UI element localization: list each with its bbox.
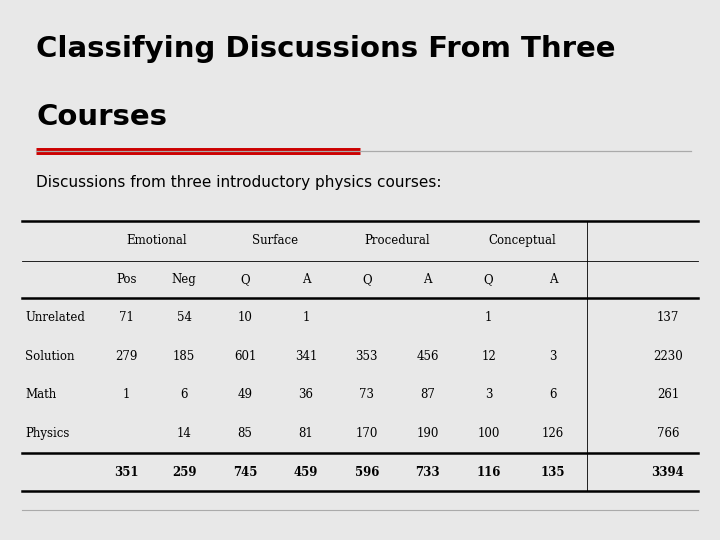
Text: 137: 137 bbox=[657, 311, 679, 324]
Text: 279: 279 bbox=[115, 349, 138, 363]
Text: 3394: 3394 bbox=[652, 465, 684, 478]
Text: 6: 6 bbox=[180, 388, 188, 401]
Text: 3: 3 bbox=[485, 388, 492, 401]
Text: 733: 733 bbox=[415, 465, 440, 478]
Text: Procedural: Procedural bbox=[364, 234, 430, 247]
Text: 190: 190 bbox=[416, 427, 439, 440]
Text: 71: 71 bbox=[119, 311, 134, 324]
Text: 14: 14 bbox=[176, 427, 192, 440]
Text: 126: 126 bbox=[541, 427, 564, 440]
Text: 1: 1 bbox=[302, 311, 310, 324]
Text: 49: 49 bbox=[238, 388, 253, 401]
Text: 54: 54 bbox=[176, 311, 192, 324]
Text: Courses: Courses bbox=[36, 103, 167, 131]
Text: Pos: Pos bbox=[116, 273, 137, 286]
Text: 12: 12 bbox=[481, 349, 496, 363]
Text: Surface: Surface bbox=[252, 234, 299, 247]
Text: 81: 81 bbox=[299, 427, 313, 440]
Text: 259: 259 bbox=[172, 465, 197, 478]
Text: Q: Q bbox=[240, 273, 250, 286]
Text: 185: 185 bbox=[173, 349, 195, 363]
Text: Classifying Discussions From Three: Classifying Discussions From Three bbox=[36, 35, 616, 63]
Text: 116: 116 bbox=[477, 465, 501, 478]
Text: A: A bbox=[423, 273, 432, 286]
Text: 135: 135 bbox=[541, 465, 565, 478]
Text: 351: 351 bbox=[114, 465, 139, 478]
Text: Neg: Neg bbox=[171, 273, 197, 286]
Text: 341: 341 bbox=[294, 349, 317, 363]
Text: 456: 456 bbox=[416, 349, 439, 363]
Text: 261: 261 bbox=[657, 388, 679, 401]
Text: 601: 601 bbox=[234, 349, 256, 363]
Text: 596: 596 bbox=[354, 465, 379, 478]
Text: Q: Q bbox=[362, 273, 372, 286]
Text: Solution: Solution bbox=[25, 349, 74, 363]
Text: 3: 3 bbox=[549, 349, 557, 363]
Text: 1: 1 bbox=[485, 311, 492, 324]
Text: 459: 459 bbox=[294, 465, 318, 478]
Text: 85: 85 bbox=[238, 427, 253, 440]
Text: Physics: Physics bbox=[25, 427, 69, 440]
Text: 6: 6 bbox=[549, 388, 557, 401]
Text: 87: 87 bbox=[420, 388, 435, 401]
Text: 353: 353 bbox=[356, 349, 378, 363]
Text: Q: Q bbox=[484, 273, 493, 286]
Text: 2230: 2230 bbox=[653, 349, 683, 363]
Text: 1: 1 bbox=[123, 388, 130, 401]
Text: Emotional: Emotional bbox=[127, 234, 187, 247]
Text: 170: 170 bbox=[356, 427, 378, 440]
Text: Math: Math bbox=[25, 388, 56, 401]
Text: A: A bbox=[549, 273, 557, 286]
Text: 745: 745 bbox=[233, 465, 257, 478]
Text: Conceptual: Conceptual bbox=[489, 234, 557, 247]
Text: 73: 73 bbox=[359, 388, 374, 401]
Text: 100: 100 bbox=[477, 427, 500, 440]
Text: 10: 10 bbox=[238, 311, 253, 324]
Text: Unrelated: Unrelated bbox=[25, 311, 85, 324]
Text: Discussions from three introductory physics courses:: Discussions from three introductory phys… bbox=[36, 176, 441, 191]
Text: A: A bbox=[302, 273, 310, 286]
Text: 36: 36 bbox=[298, 388, 313, 401]
Text: 766: 766 bbox=[657, 427, 679, 440]
